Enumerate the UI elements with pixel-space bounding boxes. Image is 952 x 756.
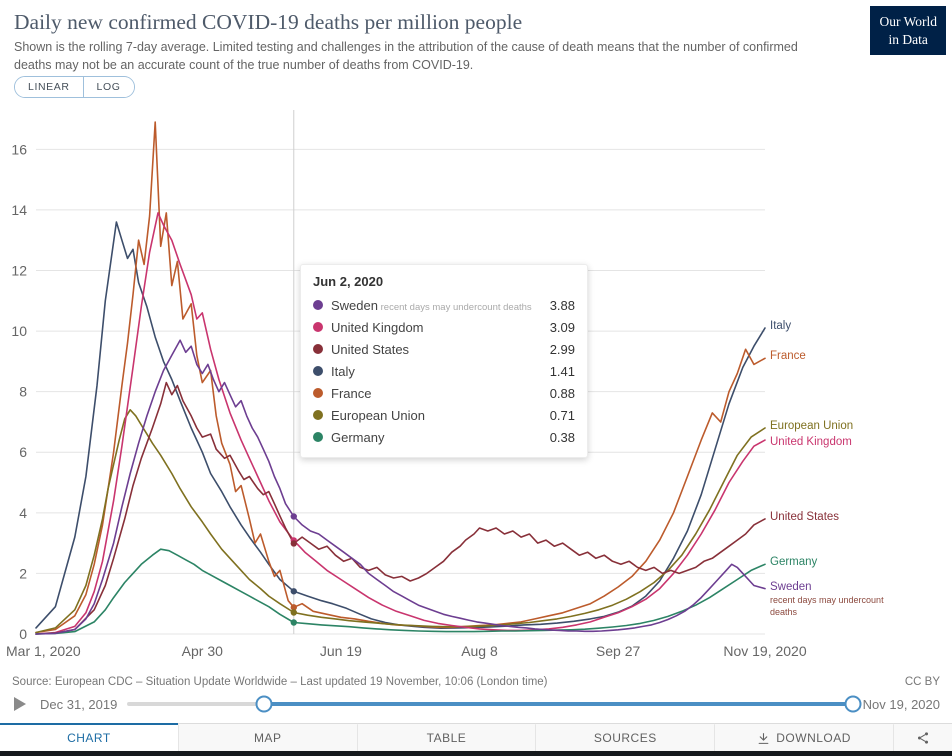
series-line-european-union [35, 408, 766, 634]
series-line-france [35, 121, 766, 634]
marker-dot-united-states [290, 540, 297, 547]
tab-map[interactable]: MAP [177, 723, 357, 751]
timeline: Dec 31, 2019 Nov 19, 2020 [10, 690, 940, 718]
svg-text:2: 2 [19, 565, 27, 581]
tooltip-series-value: 0.38 [549, 429, 575, 445]
series-bullet-icon [313, 432, 323, 442]
tooltip-series-value: 2.99 [549, 341, 575, 357]
window-bottom-edge [0, 751, 952, 756]
svg-text:Sep 27: Sep 27 [596, 643, 641, 659]
series-bullet-icon [313, 410, 323, 420]
series-bullet-icon [313, 300, 323, 310]
svg-text:16: 16 [11, 141, 27, 157]
series-line-united-states [35, 381, 766, 635]
series-line-united-kingdom [35, 212, 766, 635]
tooltip-rows: Sweden recent days may undercount deaths… [313, 294, 575, 448]
tab-sources-label: SOURCES [593, 731, 657, 745]
series-bullet-icon [313, 366, 323, 376]
chart-canvas[interactable]: 0 2 4 6 8 10 12 14 16 Mar 1, 2020 Apr 30 Jun 19 Aug … [0, 96, 952, 676]
svg-text:Apr 30: Apr 30 [182, 643, 223, 659]
share-icon [917, 732, 929, 744]
svg-text:6: 6 [19, 444, 27, 460]
logo-line-2: in Data [888, 31, 928, 47]
chart-subtitle: Shown is the rolling 7-day average. Limi… [14, 40, 798, 72]
log-button[interactable]: LOG [82, 77, 134, 97]
tooltip-row-germany: Germany 0.38 [313, 426, 575, 448]
series-line-sweden [35, 339, 766, 635]
svg-text:Jun 19: Jun 19 [320, 643, 362, 659]
tooltip-date: Jun 2, 2020 [313, 274, 384, 289]
source-text[interactable]: Source: European CDC – Situation Update … [12, 676, 548, 688]
tab-download[interactable]: DOWNLOAD [714, 723, 893, 751]
tooltip-series-value: 0.88 [549, 385, 575, 401]
series-bullet-icon [313, 388, 323, 398]
tooltip-row-united-kingdom: United Kingdom 3.09 [313, 316, 575, 338]
tab-chart[interactable]: CHART [0, 723, 178, 751]
timeline-end-date: Nov 19, 2020 [862, 696, 940, 712]
tooltip-row-france: France 0.88 [313, 382, 575, 404]
tooltip-series-value: 3.09 [549, 319, 575, 335]
timeline-selected-range [263, 702, 853, 706]
svg-text:10: 10 [11, 323, 27, 339]
tab-sources[interactable]: SOURCES [535, 723, 714, 751]
tooltip-row-italy: Italy 1.41 [313, 360, 575, 382]
tooltip-series-value: 1.41 [549, 363, 575, 379]
tooltip-series-note: recent days may undercount deaths [377, 301, 532, 313]
tooltip-series-name: France [331, 385, 372, 401]
timeline-track[interactable] [127, 695, 862, 713]
tooltip-row-european-union: European Union 0.71 [313, 404, 575, 426]
svg-text:Nov 19, 2020: Nov 19, 2020 [723, 643, 806, 659]
tab-share[interactable] [892, 723, 952, 751]
tab-table[interactable]: TABLE [356, 723, 536, 751]
tooltip-row-united-states: United States 2.99 [313, 338, 575, 360]
page-title: Daily new confirmed COVID-19 deaths per … [14, 10, 523, 34]
marker-dot-germany [290, 619, 297, 626]
svg-text:4: 4 [19, 505, 27, 521]
download-icon [758, 732, 769, 744]
tooltip-series-value: 0.71 [549, 407, 575, 423]
marker-dot-france [290, 604, 297, 611]
logo-line-1: Our World [879, 14, 937, 29]
tab-download-label: DOWNLOAD [776, 731, 851, 745]
owid-logo[interactable]: Our World in Data [870, 6, 946, 56]
timeline-start-date: Dec 31, 2019 [40, 696, 118, 712]
timeline-start-handle[interactable] [255, 695, 273, 713]
tooltip-series-value: 3.88 [549, 297, 575, 313]
marker-dot-sweden [290, 513, 297, 520]
timeline-end-handle[interactable] [844, 695, 862, 713]
scale-toggle: LINEAR LOG [14, 76, 135, 98]
svg-text:12: 12 [11, 262, 27, 278]
tooltip-series-name: Italy [331, 363, 355, 379]
play-button[interactable] [10, 695, 30, 713]
tooltip: Jun 2, 2020 Sweden recent days may under… [300, 264, 588, 458]
tooltip-series-name: United States [331, 341, 410, 357]
bottom-tab-bar: CHART MAP TABLE SOURCES DOWNLOAD [0, 723, 952, 751]
svg-text:8: 8 [19, 384, 27, 400]
svg-text:14: 14 [11, 202, 27, 218]
tooltip-series-name: Germany [331, 429, 385, 445]
chart-area: 0 2 4 6 8 10 12 14 16 Mar 1, 2020 Apr 30 Jun 19 Aug … [0, 96, 952, 676]
tooltip-row-sweden: Sweden recent days may undercount deaths… [313, 294, 575, 316]
tab-map-label: MAP [253, 731, 282, 745]
play-icon [14, 697, 26, 711]
series-line-italy [35, 221, 766, 630]
series-bullet-icon [313, 322, 323, 332]
svg-text:Mar 1, 2020: Mar 1, 2020 [6, 643, 81, 659]
series-line-germany [35, 548, 766, 635]
tab-chart-label: CHART [67, 731, 111, 745]
tooltip-series-name: Sweden recent days may undercount deaths [331, 297, 532, 313]
marker-dot-italy [290, 588, 297, 595]
tooltip-series-name: European Union [331, 407, 425, 423]
footer: Source: European CDC – Situation Update … [12, 676, 940, 688]
tooltip-series-name: United Kingdom [331, 319, 424, 335]
series-bullet-icon [313, 344, 323, 354]
license-text[interactable]: CC BY [904, 676, 940, 688]
linear-button[interactable]: LINEAR [15, 77, 83, 97]
svg-text:Aug 8: Aug 8 [461, 643, 498, 659]
marker-dot-european-union [290, 609, 297, 616]
tab-table-label: TABLE [426, 731, 467, 745]
svg-text:0: 0 [19, 626, 27, 642]
